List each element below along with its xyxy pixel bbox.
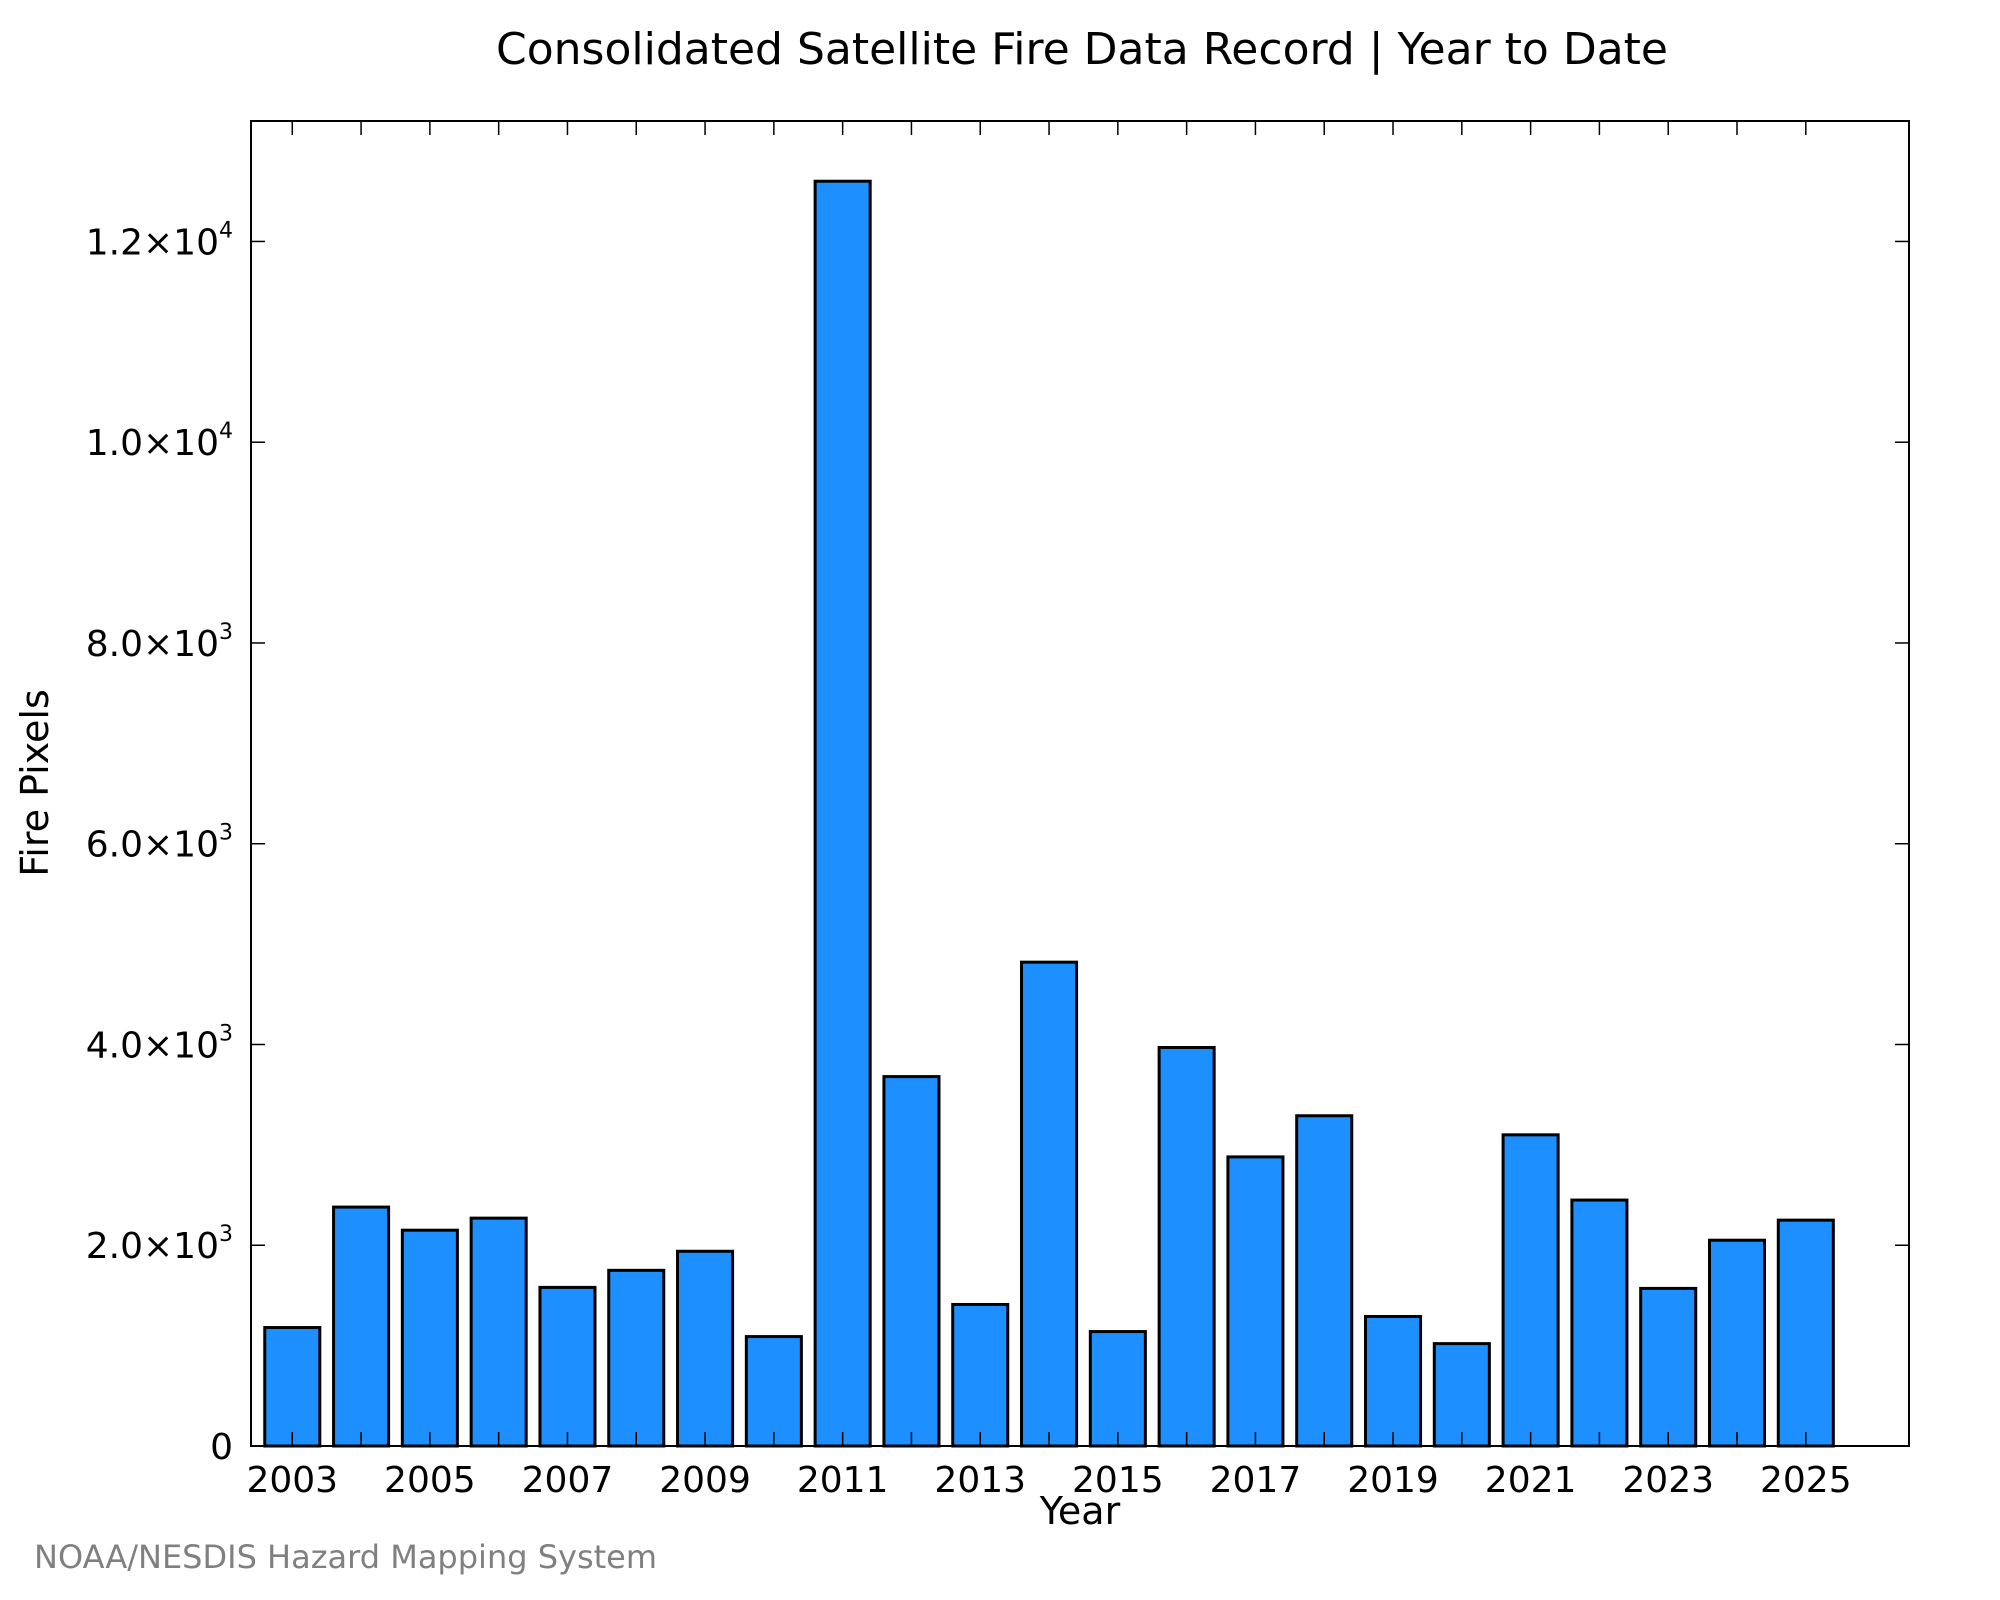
bar-2016 xyxy=(1157,1046,1216,1448)
x-tick-label-2025: 2025 xyxy=(1760,1460,1852,1501)
x-tick-label-2007: 2007 xyxy=(522,1460,614,1501)
x-tick-label-2011: 2011 xyxy=(797,1460,889,1501)
y-tick-label-6000: 6.0×103 xyxy=(86,821,233,866)
y-tick-label-0: 0 xyxy=(210,1427,233,1468)
bar-2004 xyxy=(332,1205,391,1448)
source-credit: NOAA/NESDIS Hazard Mapping System xyxy=(34,1538,658,1576)
chart-title: Consolidated Satellite Fire Data Record … xyxy=(496,24,1668,75)
bar-2006 xyxy=(469,1216,528,1448)
bar-2011 xyxy=(813,179,872,1448)
bar-2009 xyxy=(676,1249,735,1448)
bar-2020 xyxy=(1432,1342,1491,1448)
bar-2005 xyxy=(400,1228,459,1448)
bar-2023 xyxy=(1639,1286,1698,1448)
x-tick-label-2009: 2009 xyxy=(659,1460,751,1501)
bar-2025 xyxy=(1776,1218,1835,1448)
y-tick-label-12000: 1.2×104 xyxy=(86,218,233,263)
x-tick-label-2021: 2021 xyxy=(1485,1460,1577,1501)
bar-2014 xyxy=(1020,960,1079,1448)
bar-2013 xyxy=(951,1302,1010,1448)
y-tick-label-8000: 8.0×103 xyxy=(86,620,233,665)
bar-2019 xyxy=(1364,1315,1423,1448)
y-tick-labels: 0 2.0×103 4.0×103 6.0×103 8.0×103 1.0×104 1.2×… xyxy=(86,218,233,1468)
x-tick-label-2013: 2013 xyxy=(934,1460,1026,1501)
bar-2007 xyxy=(538,1285,597,1448)
bar-2003 xyxy=(263,1326,322,1448)
bar-2024 xyxy=(1707,1238,1767,1448)
bar-2017 xyxy=(1226,1155,1285,1448)
x-tick-label-2003: 2003 xyxy=(246,1460,338,1501)
bar-2012 xyxy=(882,1075,941,1448)
bar-2010 xyxy=(744,1335,803,1448)
bar-2022 xyxy=(1570,1198,1629,1448)
x-tick-label-2017: 2017 xyxy=(1210,1460,1302,1501)
y-tick-label-2000: 2.0×103 xyxy=(86,1222,233,1267)
bar-2008 xyxy=(607,1268,666,1448)
bars-group xyxy=(263,179,1835,1448)
y-axis-label: Fire Pixels xyxy=(13,689,57,877)
bar-2021 xyxy=(1501,1133,1560,1448)
plot-frame xyxy=(250,120,1910,1447)
x-tick-label-2019: 2019 xyxy=(1347,1460,1439,1501)
x-axis-label: Year xyxy=(1039,1489,1121,1533)
y-tick-label-10000: 1.0×104 xyxy=(86,419,233,464)
x-tick-label-2023: 2023 xyxy=(1622,1460,1714,1501)
x-tick-labels: 2003 2005 2007 2009 2011 2013 2015 2017 2019 2021… xyxy=(246,1460,1851,1501)
x-tick-label-2005: 2005 xyxy=(384,1460,476,1501)
x-tick-label-2015: 2015 xyxy=(1072,1460,1164,1501)
bar-2018 xyxy=(1295,1114,1354,1448)
bar-2015 xyxy=(1088,1330,1147,1448)
y-tick-label-4000: 4.0×103 xyxy=(86,1021,233,1066)
